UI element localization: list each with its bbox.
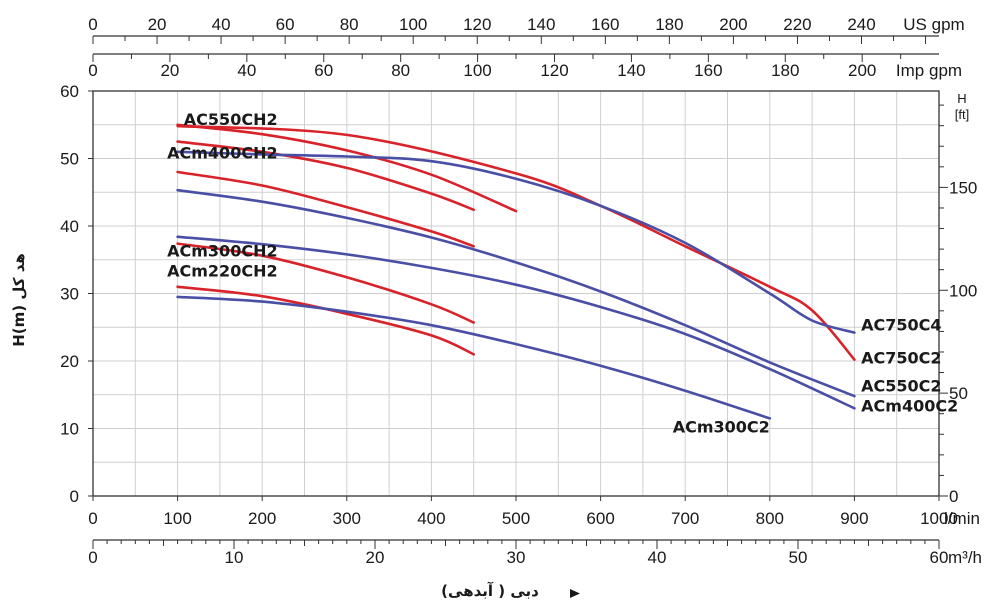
y-axis-title: هد کل H(m): [10, 253, 28, 347]
m3h-tick-label: 10: [225, 548, 244, 567]
ft-unit-label: [ft]: [955, 107, 969, 122]
imp-gpm-tick-label: 80: [391, 61, 410, 80]
series-label: AC750C4: [861, 316, 941, 335]
series-label: AC750C2: [861, 349, 941, 368]
ft-tick-label: 100: [949, 281, 977, 300]
us-gpm-tick-label: 40: [212, 15, 231, 34]
series-label: AC550CH2: [184, 110, 278, 129]
series-curve-unlabeled: [176, 170, 475, 248]
ft-tick-label: 50: [949, 384, 968, 403]
imp-gpm-tick-label: 200: [848, 61, 876, 80]
m3h-tick-label: 30: [507, 548, 526, 567]
x-tick-label: 200: [248, 509, 276, 528]
imp-gpm-tick-label: 40: [237, 61, 256, 80]
arrow-icon: [570, 589, 580, 598]
m3h-tick-label: 0: [88, 548, 97, 567]
x-tick-label: 1000: [920, 509, 958, 528]
y-tick-label: 60: [60, 82, 79, 101]
x-tick-label: 900: [840, 509, 868, 528]
imp-gpm-tick-label: 160: [694, 61, 722, 80]
ft-tick-label: 0: [949, 487, 958, 506]
us-gpm-tick-label: 220: [783, 15, 811, 34]
x-tick-label: 300: [333, 509, 361, 528]
x-tick-label: 800: [756, 509, 784, 528]
imp-gpm-unit-label: Imp gpm: [896, 61, 962, 80]
imp-gpm-tick-label: 120: [540, 61, 568, 80]
m3h-tick-label: 20: [366, 548, 385, 567]
y-tick-label: 50: [60, 150, 79, 169]
series-label: ACm400CH2: [167, 144, 277, 163]
series-label: ACm400C2: [861, 397, 958, 416]
imp-gpm-tick-label: 140: [617, 61, 645, 80]
series-label: ACm220CH2: [167, 262, 277, 281]
series-curve-acm400ch2: [176, 140, 475, 212]
imp-gpm-tick-label: 20: [160, 61, 179, 80]
us-gpm-tick-label: 160: [591, 15, 619, 34]
x-tick-label: 700: [671, 509, 699, 528]
series-label: ACm300C2: [673, 418, 770, 437]
x-axis-title: دبی ( آبدهی): [441, 582, 539, 600]
y-tick-label: 30: [60, 285, 79, 304]
x-tick-label: 600: [586, 509, 614, 528]
series-curve-unlabeled: [176, 188, 856, 398]
us-gpm-tick-label: 140: [527, 15, 555, 34]
series-curve-ac750c4: [176, 150, 856, 334]
us-gpm-tick-label: 0: [88, 15, 97, 34]
y-tick-label: 20: [60, 352, 79, 371]
imp-gpm-tick-label: 60: [314, 61, 333, 80]
x-tick-label: 0: [88, 509, 97, 528]
us-gpm-tick-label: 120: [463, 15, 491, 34]
us-gpm-tick-label: 60: [276, 15, 295, 34]
us-gpm-tick-label: 200: [719, 15, 747, 34]
us-gpm-tick-label: 180: [655, 15, 683, 34]
ft-unit-label: H: [957, 91, 966, 106]
us-gpm-tick-label: 100: [399, 15, 427, 34]
us-gpm-tick-label: 240: [847, 15, 875, 34]
us-gpm-unit-label: US gpm: [903, 15, 964, 34]
us-gpm-tick-label: 20: [148, 15, 167, 34]
series-curve-ac550ch2: [176, 123, 518, 213]
m3h-unit-label: m³/h: [948, 548, 982, 567]
m3h-tick-label: 40: [648, 548, 667, 567]
series-curve-acm300c2: [176, 295, 772, 420]
imp-gpm-tick-label: 180: [771, 61, 799, 80]
lmin-unit-label: l/min: [944, 509, 980, 528]
series-curve-acm220ch2: [176, 285, 475, 356]
y-tick-label: 40: [60, 217, 79, 236]
m3h-tick-label: 60: [930, 548, 949, 567]
us-gpm-tick-label: 80: [340, 15, 359, 34]
x-tick-label: 400: [417, 509, 445, 528]
series-curve-acm300ch2: [176, 242, 475, 324]
series-label: ACm300CH2: [167, 241, 277, 260]
imp-gpm-tick-label: 0: [88, 61, 97, 80]
imp-gpm-tick-label: 100: [463, 61, 491, 80]
series-curve-ac550c2: [176, 235, 856, 410]
x-tick-label: 100: [163, 509, 191, 528]
series-label: AC550C2: [861, 376, 941, 395]
x-tick-label: 500: [502, 509, 530, 528]
y-tick-label: 10: [60, 420, 79, 439]
ft-tick-label: 150: [949, 178, 977, 197]
m3h-tick-label: 50: [789, 548, 808, 567]
y-tick-label: 0: [70, 487, 79, 506]
